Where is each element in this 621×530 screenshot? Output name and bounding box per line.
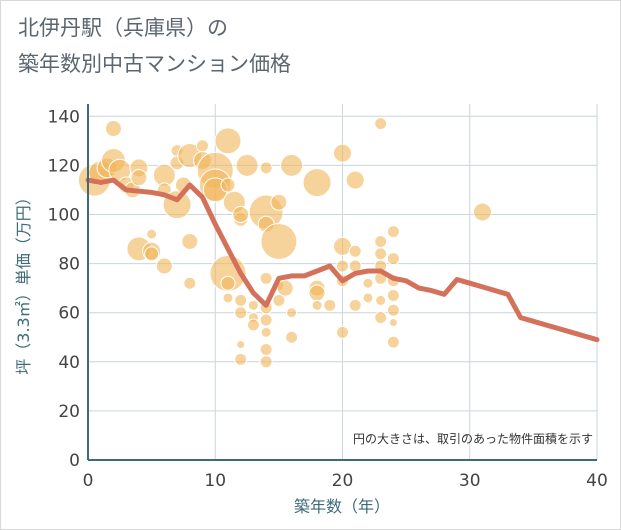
bubble-point [234, 306, 248, 320]
bubble-point [259, 355, 273, 369]
bubble-point [155, 257, 173, 275]
y-tick-label: 120 [48, 156, 80, 176]
bubble-point [130, 169, 148, 187]
bubble-series [77, 117, 492, 369]
bubble-point [196, 139, 210, 153]
bubble-point [181, 232, 199, 250]
bubble-point [247, 299, 259, 311]
bubble-point [386, 225, 400, 239]
bubble-point [333, 143, 352, 163]
bubble-point [348, 298, 362, 312]
bubble-point [246, 318, 260, 332]
chart-title-line-2: 築年数別中古マンション価格 [18, 52, 291, 76]
bubble-point [220, 275, 236, 291]
bubble-point [386, 303, 400, 317]
bubble-point [374, 234, 388, 248]
bubble-point [386, 252, 400, 266]
bubble-point [336, 325, 349, 339]
bubble-point [285, 330, 299, 344]
bubble-point [388, 318, 398, 328]
bubble-point [345, 170, 365, 190]
bubble-point [234, 352, 248, 366]
y-tick-label: 40 [58, 353, 80, 373]
bubble-point [259, 271, 273, 285]
y-tick-label: 0 [69, 451, 80, 471]
bubble-point [336, 259, 349, 273]
bubble-point [220, 177, 236, 193]
y-tick-label: 80 [58, 255, 80, 275]
bubble-point [374, 311, 388, 325]
bubble-point [144, 246, 160, 262]
bubble-point [386, 289, 400, 303]
bubble-point [348, 244, 362, 258]
bubble-point [311, 299, 323, 311]
bubble-point [260, 326, 272, 338]
tick-labels: 0 20 40 60 80 100 120 140 0 10 20 30 40 [48, 107, 608, 491]
x-tick-label: 20 [332, 471, 354, 491]
bubble-point [374, 117, 388, 131]
bubble-point [308, 284, 326, 302]
bubble-point [472, 202, 492, 222]
x-tick-label: 30 [459, 471, 481, 491]
bubble-point [276, 279, 294, 297]
bubble-point [259, 313, 273, 327]
y-tick-label: 20 [58, 402, 80, 422]
y-tick-label: 60 [58, 304, 80, 324]
bubble-point [236, 340, 246, 350]
bubble-point [222, 292, 234, 304]
bubble-point [146, 228, 158, 240]
bubble-point [259, 343, 273, 357]
bubble-point [270, 193, 288, 211]
y-axis-label: 坪（3.3㎡）単価（万円） [14, 189, 33, 374]
bubble-point [286, 307, 298, 319]
bubble-point [362, 277, 374, 289]
bubble-point [183, 276, 197, 290]
x-tick-label: 10 [204, 471, 226, 491]
bubble-point [260, 222, 298, 260]
x-axis-label: 築年数（年） [294, 497, 390, 516]
bubble-point [323, 298, 337, 312]
bubble-point [333, 236, 352, 256]
chart-title-line-1: 北伊丹駅（兵庫県）の [18, 16, 228, 40]
x-tick-label: 40 [586, 471, 608, 491]
y-tick-label: 140 [48, 107, 80, 127]
bubble-point [386, 335, 400, 349]
bubble-point [235, 153, 259, 177]
axes [87, 104, 597, 461]
bubble-point [259, 161, 273, 175]
x-tick-label: 0 [83, 471, 94, 491]
bubble-point [234, 293, 248, 307]
bubble-point [232, 205, 250, 223]
size-note: 円の大きさは、取引のあった物件面積を示す [353, 431, 593, 446]
bubble-point [302, 168, 332, 198]
chart-title: 北伊丹駅（兵庫県）の 築年数別中古マンション価格 [18, 10, 291, 82]
trend-line [85, 177, 600, 343]
bubble-point [374, 247, 388, 261]
bubble-point [362, 292, 374, 304]
bubble-point [104, 120, 122, 138]
y-tick-label: 100 [48, 205, 80, 225]
bubble-point [272, 293, 286, 307]
bubble-point [280, 153, 304, 177]
bubble-point [375, 294, 387, 306]
bubble-point [214, 127, 242, 155]
